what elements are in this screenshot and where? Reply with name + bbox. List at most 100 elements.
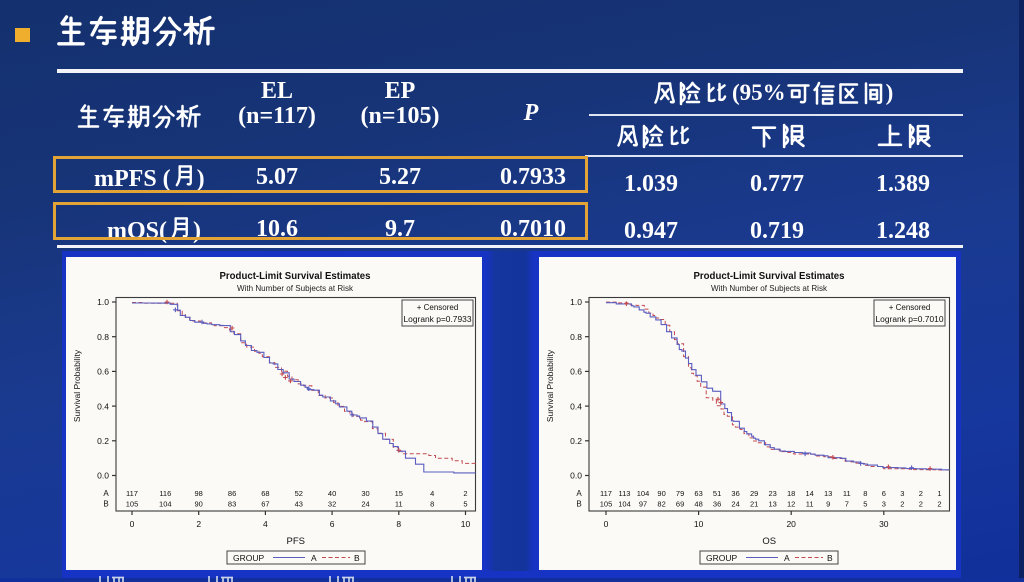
svg-text:86: 86 [228, 489, 236, 498]
svg-text:11: 11 [806, 500, 814, 509]
svg-text:0: 0 [130, 519, 135, 529]
svg-text:8: 8 [430, 500, 434, 509]
svg-text:104: 104 [618, 500, 631, 509]
svg-text:23: 23 [769, 489, 777, 498]
svg-text:48: 48 [694, 500, 702, 509]
svg-text:Product-Limit Survival Estimat: Product-Limit Survival Estimates [694, 270, 845, 282]
svg-text:A: A [784, 553, 790, 563]
svg-text:69: 69 [676, 500, 684, 509]
svg-text:3: 3 [882, 500, 886, 509]
svg-text:21: 21 [750, 500, 758, 509]
svg-text:Logrank p=0.7010: Logrank p=0.7010 [876, 315, 945, 324]
svg-text:11: 11 [843, 489, 851, 498]
svg-text:8: 8 [863, 489, 867, 498]
svg-text:36: 36 [731, 489, 739, 498]
svg-text:0.4: 0.4 [97, 401, 109, 411]
svg-text:14: 14 [806, 489, 814, 498]
svg-text:3: 3 [900, 489, 904, 498]
svg-text:43: 43 [295, 500, 303, 509]
svg-text:With Number of Subjects at Ris: With Number of Subjects at Risk [711, 283, 828, 293]
svg-text:32: 32 [328, 500, 336, 509]
svg-text:0.4: 0.4 [570, 401, 582, 411]
svg-text:GROUP: GROUP [233, 553, 265, 563]
svg-text:63: 63 [694, 489, 702, 498]
svg-text:2: 2 [919, 489, 923, 498]
svg-text:117: 117 [600, 489, 612, 498]
svg-text:0.8: 0.8 [97, 332, 109, 342]
svg-text:83: 83 [228, 500, 236, 509]
svg-text:24: 24 [731, 500, 739, 509]
svg-text:97: 97 [639, 500, 647, 509]
svg-text:18: 18 [787, 489, 795, 498]
svg-text:104: 104 [159, 500, 172, 509]
svg-text:Logrank p=0.7933: Logrank p=0.7933 [404, 315, 473, 324]
svg-text:113: 113 [619, 489, 631, 498]
svg-text:2: 2 [196, 519, 201, 529]
svg-text:82: 82 [657, 500, 665, 509]
svg-text:40: 40 [328, 489, 336, 498]
svg-text:Survival Probability: Survival Probability [72, 349, 82, 422]
svg-text:104: 104 [637, 489, 650, 498]
svg-text:0.2: 0.2 [570, 436, 582, 446]
svg-text:4: 4 [263, 519, 268, 529]
svg-text:0.2: 0.2 [97, 436, 109, 446]
svg-text:OS: OS [762, 536, 776, 547]
svg-text:7: 7 [845, 500, 849, 509]
svg-text:20: 20 [786, 519, 796, 529]
svg-text:67: 67 [261, 500, 269, 509]
svg-text:A: A [103, 489, 109, 498]
svg-text:29: 29 [750, 489, 758, 498]
svg-text:Product-Limit Survival Estimat: Product-Limit Survival Estimates [220, 270, 371, 282]
svg-text:4: 4 [430, 489, 434, 498]
svg-text:1: 1 [937, 489, 941, 498]
svg-text:13: 13 [769, 500, 777, 509]
svg-text:6: 6 [330, 519, 335, 529]
svg-text:90: 90 [657, 489, 665, 498]
svg-text:52: 52 [295, 489, 303, 498]
svg-text:GROUP: GROUP [706, 553, 738, 563]
svg-text:30: 30 [879, 519, 889, 529]
svg-text:5: 5 [463, 500, 467, 509]
svg-text:24: 24 [361, 500, 369, 509]
svg-text:12: 12 [787, 500, 795, 509]
svg-text:1.0: 1.0 [570, 297, 582, 307]
svg-text:0.0: 0.0 [97, 471, 109, 481]
svg-text:Survival Probability: Survival Probability [545, 349, 555, 422]
svg-text:11: 11 [395, 500, 403, 509]
svg-text:6: 6 [882, 489, 886, 498]
svg-text:0.0: 0.0 [570, 471, 582, 481]
svg-text:B: B [103, 500, 108, 509]
svg-text:A: A [576, 489, 582, 498]
svg-text:0: 0 [604, 519, 609, 529]
svg-text:0.6: 0.6 [97, 367, 109, 377]
svg-text:5: 5 [863, 500, 867, 509]
svg-text:105: 105 [126, 500, 139, 509]
svg-text:PFS: PFS [287, 536, 305, 547]
svg-text:117: 117 [126, 489, 138, 498]
svg-text:15: 15 [395, 489, 403, 498]
svg-text:0.6: 0.6 [570, 367, 582, 377]
svg-text:9: 9 [826, 500, 830, 509]
svg-text:With Number of Subjects at Ris: With Number of Subjects at Risk [237, 283, 354, 293]
svg-text:2: 2 [919, 500, 923, 509]
svg-text:90: 90 [195, 500, 203, 509]
svg-text:13: 13 [824, 489, 832, 498]
svg-text:30: 30 [361, 489, 369, 498]
svg-text:2: 2 [900, 500, 904, 509]
svg-text:+ Censored: + Censored [889, 303, 931, 312]
svg-text:116: 116 [159, 489, 171, 498]
svg-text:79: 79 [676, 489, 684, 498]
svg-text:B: B [576, 500, 581, 509]
svg-text:36: 36 [713, 500, 721, 509]
svg-text:8: 8 [396, 519, 401, 529]
svg-text:1.0: 1.0 [97, 297, 109, 307]
svg-text:105: 105 [600, 500, 613, 509]
svg-text:2: 2 [937, 500, 941, 509]
svg-text:B: B [827, 553, 833, 563]
svg-text:68: 68 [261, 489, 269, 498]
svg-text:A: A [311, 553, 317, 563]
svg-text:2: 2 [463, 489, 467, 498]
svg-text:98: 98 [195, 489, 203, 498]
svg-text:10: 10 [461, 519, 471, 529]
svg-text:0.8: 0.8 [570, 332, 582, 342]
